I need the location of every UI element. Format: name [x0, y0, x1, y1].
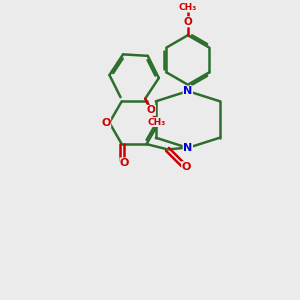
- Text: N: N: [183, 143, 193, 153]
- Text: O: O: [147, 105, 155, 116]
- Text: O: O: [120, 158, 129, 168]
- Text: O: O: [182, 162, 191, 172]
- Text: O: O: [101, 118, 111, 128]
- Text: CH₃: CH₃: [148, 118, 166, 127]
- Text: CH₃: CH₃: [179, 3, 197, 12]
- Text: O: O: [184, 17, 192, 27]
- Text: N: N: [183, 86, 193, 96]
